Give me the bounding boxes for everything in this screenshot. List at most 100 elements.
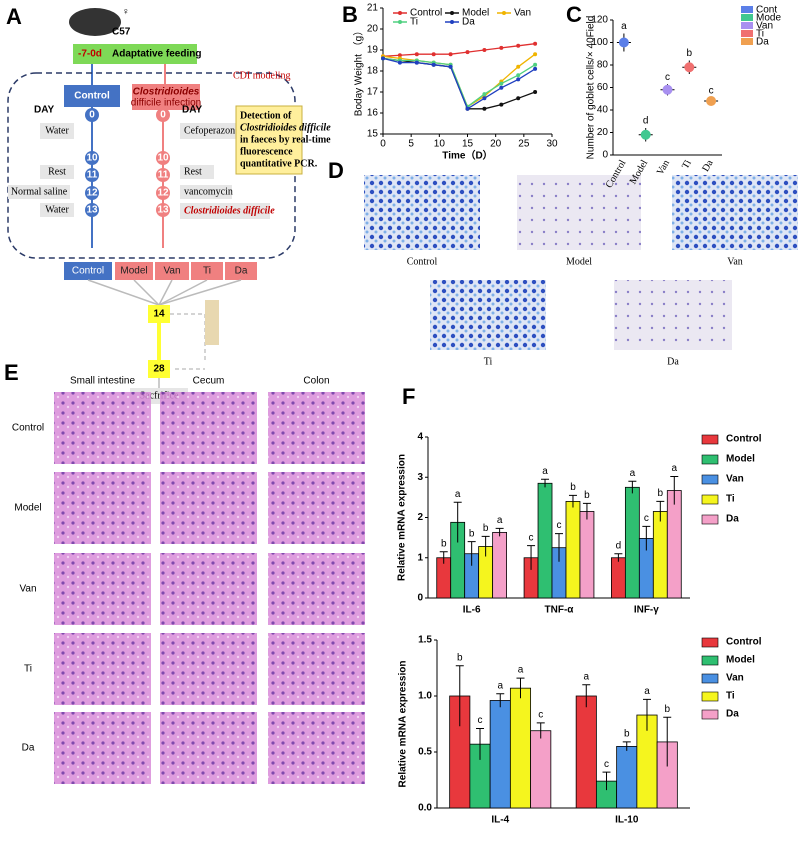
mean-point bbox=[618, 37, 629, 48]
day-number: 13 bbox=[157, 205, 169, 216]
day-node bbox=[85, 168, 99, 182]
error-bar bbox=[516, 677, 525, 699]
letter: b bbox=[570, 482, 576, 493]
y-tick-label: 18 bbox=[367, 66, 379, 77]
legend-swatch bbox=[450, 11, 454, 15]
letter: b bbox=[469, 528, 475, 539]
error-bar bbox=[439, 551, 448, 564]
letter: a bbox=[671, 463, 677, 474]
y-tick-label: 4 bbox=[417, 432, 423, 443]
pcr-note: Clostridioides difficile bbox=[240, 122, 331, 133]
group-label: Ti bbox=[203, 266, 211, 277]
image-label: Ti bbox=[484, 356, 493, 367]
group-label: Control bbox=[72, 266, 104, 277]
row-label: Da bbox=[22, 743, 35, 754]
legend-swatch bbox=[701, 434, 719, 445]
y-tick-label: 17 bbox=[367, 87, 379, 98]
day-number: 11 bbox=[87, 170, 98, 181]
letter: c bbox=[604, 759, 609, 770]
bar bbox=[666, 490, 682, 599]
x-tick-label: 10 bbox=[434, 139, 446, 150]
row-label: Van bbox=[19, 584, 36, 595]
panel-label: D bbox=[328, 158, 344, 183]
day-label: 14 bbox=[153, 309, 165, 320]
legend-label: Da bbox=[462, 17, 475, 28]
letter: a bbox=[583, 671, 589, 682]
day-number: 12 bbox=[86, 188, 98, 199]
y-tick-label: 21 bbox=[367, 3, 379, 14]
error-bar bbox=[555, 533, 563, 562]
error-bar bbox=[495, 527, 504, 537]
day-node bbox=[156, 203, 170, 217]
mean-point bbox=[684, 62, 695, 73]
letter: c bbox=[538, 710, 543, 721]
step: Clostridioides difficile bbox=[184, 205, 275, 216]
letter: c bbox=[529, 532, 534, 543]
group-label: Da bbox=[235, 266, 248, 277]
pcr-note: fluorescence bbox=[240, 146, 293, 157]
image-label: Control bbox=[407, 256, 438, 267]
y-axis-title: Relative mRNA expression bbox=[398, 661, 409, 788]
bar bbox=[624, 486, 640, 599]
day-node bbox=[156, 168, 170, 182]
day-node bbox=[156, 186, 170, 200]
bar bbox=[652, 511, 668, 599]
point bbox=[499, 81, 504, 86]
legend-swatch bbox=[701, 454, 719, 465]
day-number: 12 bbox=[157, 188, 169, 199]
y-tick-label: 19 bbox=[367, 45, 379, 56]
error-bar bbox=[663, 716, 672, 767]
letter: b bbox=[664, 704, 670, 715]
step: Cefoperazone bbox=[184, 125, 240, 136]
end-label: Sacfrifice bbox=[140, 390, 179, 401]
goblet-image bbox=[517, 175, 641, 250]
point bbox=[465, 50, 470, 55]
point bbox=[482, 48, 487, 52]
letter: a bbox=[630, 468, 636, 479]
letter: a bbox=[644, 686, 650, 697]
legend-swatch bbox=[450, 20, 454, 24]
sex: ♀ bbox=[122, 7, 130, 18]
connector bbox=[158, 279, 208, 306]
y-tick-label: 15 bbox=[367, 129, 379, 140]
bar bbox=[565, 500, 581, 599]
mean-point bbox=[706, 96, 717, 106]
goblet-image bbox=[364, 175, 480, 250]
day-node bbox=[156, 108, 170, 122]
point bbox=[381, 56, 385, 61]
day-label: DAY bbox=[182, 105, 203, 116]
point bbox=[414, 60, 419, 65]
y-tick-label: 0.5 bbox=[418, 747, 432, 758]
point bbox=[533, 90, 538, 94]
y-tick-label: 20 bbox=[367, 24, 379, 35]
letter: a bbox=[621, 21, 627, 32]
he-image bbox=[160, 553, 257, 625]
point bbox=[516, 43, 521, 48]
mean-point bbox=[640, 129, 651, 140]
error-bar bbox=[602, 771, 611, 791]
letter: b bbox=[457, 652, 463, 663]
letter: a bbox=[455, 489, 461, 500]
y-tick-label: 40 bbox=[597, 105, 609, 116]
error-bar bbox=[496, 693, 505, 708]
modeling-label: CDI modeling bbox=[233, 70, 291, 81]
panel-label: C bbox=[566, 2, 582, 27]
letter: a bbox=[518, 665, 524, 676]
step: Rest bbox=[48, 166, 66, 177]
group-box bbox=[191, 262, 223, 280]
y-tick-label: 100 bbox=[591, 37, 608, 48]
legend-label: Van bbox=[514, 8, 531, 19]
bar bbox=[575, 695, 597, 809]
error-bar bbox=[642, 525, 651, 551]
error-bar bbox=[481, 535, 490, 557]
error-bar bbox=[642, 698, 651, 731]
legend-label: Model bbox=[726, 454, 755, 465]
day-number: 13 bbox=[86, 205, 98, 216]
error-bar bbox=[455, 665, 464, 727]
he-image bbox=[268, 553, 365, 625]
legend-label: Ti bbox=[726, 494, 735, 505]
mouse-icon bbox=[69, 8, 121, 36]
legend-swatch bbox=[701, 673, 719, 684]
image-label: Van bbox=[727, 256, 743, 267]
